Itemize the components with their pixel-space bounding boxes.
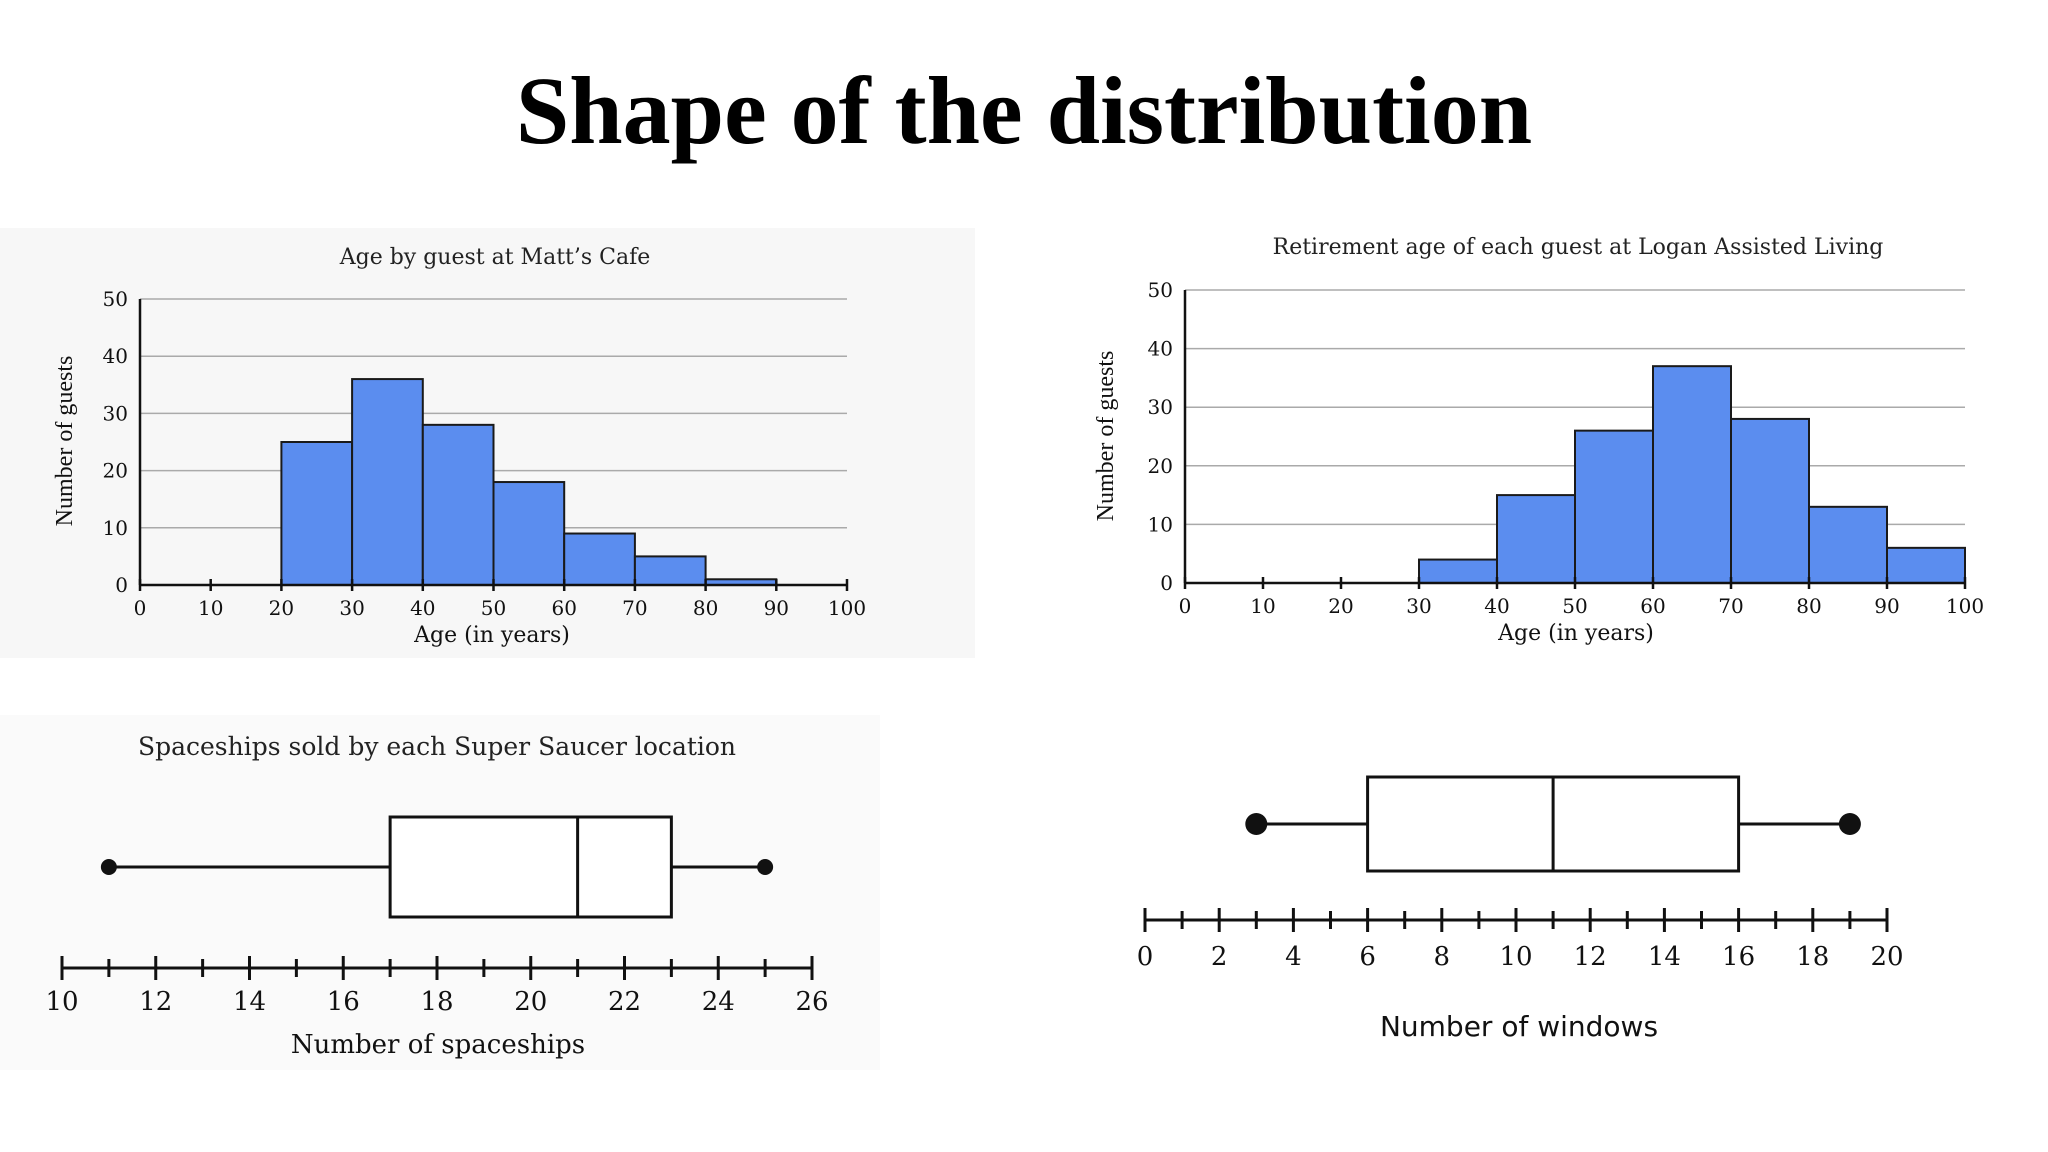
x-tick-label: 12 — [139, 987, 172, 1017]
x-tick-label: 70 — [1718, 594, 1743, 618]
x-tick-label: 70 — [622, 596, 647, 620]
x-tick-label: 24 — [702, 987, 735, 1017]
boxplot-windows: Number of windows 0 2 4 6 8 10 12 14 16 18 20 — [1100, 740, 2048, 1070]
y-tick-label: 0 — [1160, 571, 1173, 595]
y-tick-label: 30 — [103, 401, 128, 425]
x-tick-label: 26 — [795, 987, 828, 1017]
histogram-bar — [421, 423, 495, 586]
histogram-bar — [1730, 417, 1810, 584]
x-tick-label: 14 — [1648, 942, 1681, 972]
y-tick-label: 10 — [103, 516, 128, 540]
histogram-bar — [1808, 505, 1888, 585]
x-tick-label: 0 — [1179, 594, 1192, 618]
x-tick-label: 18 — [1796, 942, 1829, 972]
y-tick-label: 20 — [1148, 454, 1173, 478]
histogram-bar — [1574, 429, 1654, 584]
y-tick-label: 50 — [103, 287, 128, 311]
chart-title: Age by guest at Matt’s Cafe — [339, 245, 651, 270]
boxplot-super-saucer: Spaceships sold by each Super Saucer loc… — [0, 715, 880, 1070]
y-tick-label: 40 — [103, 344, 128, 368]
x-tick-label: 90 — [764, 596, 789, 620]
x-tick-label: 10 — [198, 596, 223, 620]
x-tick-label: 0 — [1137, 942, 1154, 972]
x-tick-label: 8 — [1434, 942, 1451, 972]
max-point — [1838, 813, 1861, 835]
x-tick-label: 18 — [420, 987, 453, 1017]
chart-title: Spaceships sold by each Super Saucer loc… — [138, 732, 736, 761]
x-tick-label: 50 — [1562, 594, 1587, 618]
histogram-logan-assisted-living: Retirement age of each guest at Logan As… — [1050, 218, 2048, 658]
y-tick-label: 50 — [1148, 278, 1173, 302]
x-tick-label: 40 — [410, 596, 435, 620]
histogram-bar — [633, 555, 707, 586]
x-tick-label: 22 — [608, 987, 641, 1017]
x-axis-label: Age (in years) — [1497, 621, 1654, 646]
x-tick-label: 10 — [45, 987, 78, 1017]
x-tick-label: 12 — [1574, 942, 1607, 972]
histogram-bar — [1418, 558, 1498, 584]
y-axis-label: Number of guests — [52, 356, 78, 527]
x-tick-label: 60 — [1640, 594, 1665, 618]
x-tick-label: 20 — [1328, 594, 1353, 618]
x-tick-label: 2 — [1211, 942, 1228, 972]
y-tick-label: 0 — [115, 573, 128, 597]
x-tick-label: 4 — [1285, 942, 1302, 972]
x-tick-label: 6 — [1359, 942, 1376, 972]
x-tick-label: 30 — [339, 596, 364, 620]
x-tick-label: 0 — [134, 596, 147, 620]
x-tick-label: 80 — [693, 596, 718, 620]
x-tick-label: 80 — [1796, 594, 1821, 618]
x-tick-label: 100 — [1946, 594, 1984, 618]
histogram-bar — [351, 378, 424, 586]
x-tick-label: 40 — [1484, 594, 1509, 618]
slide-title: Shape of the distribution — [515, 57, 1533, 164]
y-tick-label: 10 — [1148, 512, 1173, 536]
x-axis-label: Age (in years) — [413, 623, 570, 648]
x-tick-label: 16 — [327, 987, 360, 1017]
x-tick-label: 16 — [1722, 942, 1755, 972]
x-tick-label: 20 — [269, 596, 294, 620]
chart-title: Retirement age of each guest at Logan As… — [1273, 235, 1884, 260]
histogram-bar — [563, 532, 636, 586]
x-tick-label: 20 — [514, 987, 547, 1017]
min-point — [1245, 813, 1268, 835]
y-tick-label: 40 — [1148, 337, 1173, 361]
y-tick-label: 30 — [1148, 395, 1173, 419]
histogram-bar — [1886, 546, 1966, 584]
x-tick-label: 10 — [1250, 594, 1275, 618]
max-point — [757, 859, 774, 875]
iqr-box — [388, 815, 673, 919]
y-axis-label: Number of guests — [1093, 351, 1119, 522]
x-tick-label: 100 — [828, 596, 866, 620]
min-point — [100, 859, 117, 875]
x-tick-label: 60 — [551, 596, 576, 620]
x-axis-label: Number of spaceships — [291, 1030, 585, 1060]
y-tick-label: 20 — [103, 459, 128, 483]
x-tick-label: 50 — [481, 596, 506, 620]
x-tick-label: 30 — [1406, 594, 1431, 618]
x-tick-label: 20 — [1870, 942, 1903, 972]
histogram-bar — [1652, 365, 1732, 584]
x-tick-label: 14 — [233, 987, 266, 1017]
histogram-matts-cafe: Age by guest at Matt’s Cafe Number of gu… — [0, 228, 975, 658]
x-axis-label: Number of windows — [1380, 1010, 1658, 1043]
histogram-bar — [280, 441, 354, 586]
histogram-bar — [1496, 494, 1576, 585]
x-tick-label: 90 — [1874, 594, 1899, 618]
x-tick-label: 10 — [1499, 942, 1532, 972]
histogram-bar — [492, 481, 566, 586]
